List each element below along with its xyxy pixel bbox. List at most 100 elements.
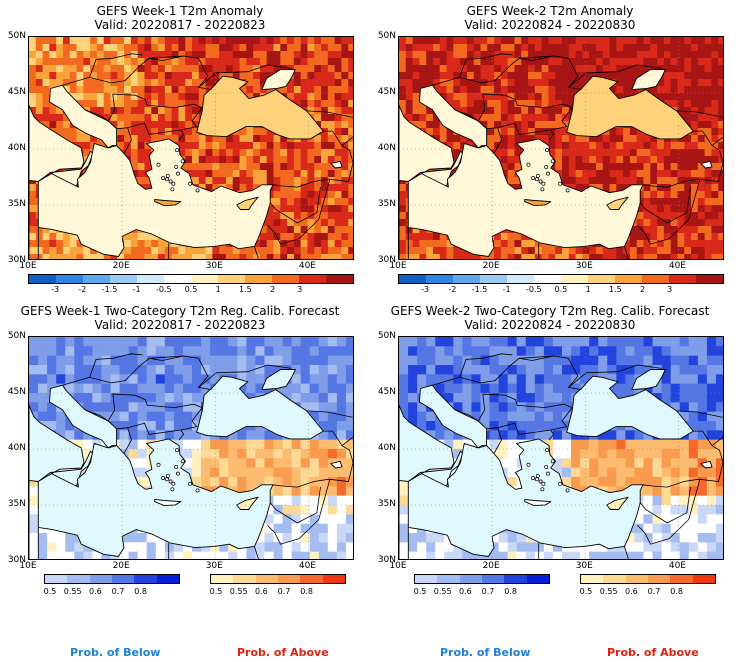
aegean-island [174, 164, 179, 169]
aegean-island [540, 487, 545, 492]
country-border [269, 187, 321, 224]
colorbar-label: 2 [639, 285, 646, 294]
aegean-island [526, 462, 531, 467]
country-border [254, 546, 259, 559]
aegean-island [534, 477, 539, 482]
country-border [711, 136, 723, 146]
latitude-label: 40N [377, 143, 396, 153]
aegean-island [161, 476, 166, 481]
aegean-island [565, 188, 570, 193]
latitude-label: 50N [377, 31, 396, 41]
country-border [548, 129, 555, 141]
country-border [711, 436, 723, 446]
aegean-island [195, 188, 200, 193]
colorbar-label: 0.8 [670, 587, 684, 596]
latitude-label: 40N [7, 143, 26, 153]
colorbar-swatch [211, 575, 234, 583]
longitude-label: 40E [298, 561, 316, 571]
map-svg [29, 337, 353, 559]
longitude-label: 40E [298, 261, 316, 271]
map-area [28, 36, 354, 260]
longitude-label: 20E [112, 561, 130, 571]
colorbar-label: -2 [78, 285, 87, 294]
aegean-island [558, 481, 563, 486]
sea-of-azov [261, 69, 296, 91]
colorbar-label: 0.8 [134, 587, 148, 596]
aegean-island [538, 479, 543, 484]
panel-valid-dates: Valid: 20220824 - 20220830 [464, 318, 636, 332]
colorbar-swatch [83, 275, 110, 283]
footer-prob-below: Prob. of Below [440, 646, 531, 659]
panel-week2-anomaly: GEFS Week-2 T2m Anomaly Valid: 20220824 … [370, 0, 730, 300]
colorbar-swatch [426, 275, 453, 283]
aegean-island [531, 176, 536, 181]
mediterranean-sea [407, 138, 644, 259]
latitude-label: 50N [377, 331, 396, 341]
longitude-label: 10E [19, 261, 37, 271]
country-border [676, 410, 723, 418]
longitude-label: 30E [205, 261, 223, 271]
aegean-island [531, 476, 536, 481]
colorbar-label: 0.7 [277, 587, 291, 596]
colorbar-swatch [437, 575, 460, 583]
latitude-label: 30N [377, 555, 396, 565]
prob-below-colorbar [414, 574, 550, 584]
country-border [639, 187, 691, 224]
aegean-island [188, 181, 193, 186]
colorbar-label: 0.6 [458, 587, 472, 596]
colorbar-swatch [453, 275, 480, 283]
colorbar-swatch [588, 275, 615, 283]
black-sea [566, 375, 694, 440]
country-border [637, 179, 701, 245]
aegean-island [180, 459, 185, 464]
aegean-island [156, 162, 161, 167]
colorbar-swatch [603, 575, 626, 583]
aegean-island [188, 481, 193, 486]
colorbar-label: 0.5 [579, 587, 593, 596]
country-border [454, 109, 479, 122]
colorbar-swatch [134, 575, 157, 583]
colorbar-swatch [67, 575, 90, 583]
aegean-island [195, 488, 200, 493]
colorbar-label: 0.7 [111, 587, 125, 596]
country-border [341, 436, 353, 446]
aegean-island [541, 481, 546, 486]
latitude-label: 35N [377, 199, 396, 209]
country-border [624, 546, 629, 559]
colorbar-label: 2 [269, 285, 276, 294]
country-border [84, 109, 109, 122]
colorbar-swatch [322, 575, 345, 583]
country-border [272, 430, 353, 488]
longitude-label: 10E [389, 261, 407, 271]
latitude-label: 30N [7, 555, 26, 565]
country-border [272, 130, 353, 188]
colorbar-label: 1 [585, 285, 591, 294]
cyprus-island [606, 496, 629, 510]
country-border [107, 93, 203, 122]
country-border [548, 429, 555, 441]
colorbar-swatch [481, 575, 505, 583]
country-border [493, 127, 502, 154]
colorbar-label: 0.5 [184, 285, 198, 294]
colorbar-swatch [581, 575, 604, 583]
colorbar-swatch [326, 275, 353, 283]
aegean-island [540, 187, 545, 192]
country-border [267, 479, 331, 545]
mediterranean-sea [407, 438, 644, 559]
country-border [123, 427, 132, 454]
colorbar-swatch [561, 275, 588, 283]
footer-prob-above: Prob. of Above [607, 646, 699, 659]
colorbar-label: 0.8 [504, 587, 518, 596]
country-border [676, 110, 723, 118]
colorbar-swatch [111, 575, 135, 583]
country-border [198, 64, 292, 88]
colorbar-label: -0.5 [526, 285, 542, 294]
panel-title: GEFS Week-2 Two-Category T2m Reg. Calib.… [390, 304, 710, 318]
colorbar-label: 3 [667, 285, 673, 294]
longitude-label: 30E [205, 561, 223, 571]
colorbar-swatch [480, 275, 507, 283]
latitude-label: 40N [377, 443, 396, 453]
aegean-island [176, 471, 180, 476]
latitude-label: 50N [7, 331, 26, 341]
map-area [398, 36, 724, 260]
